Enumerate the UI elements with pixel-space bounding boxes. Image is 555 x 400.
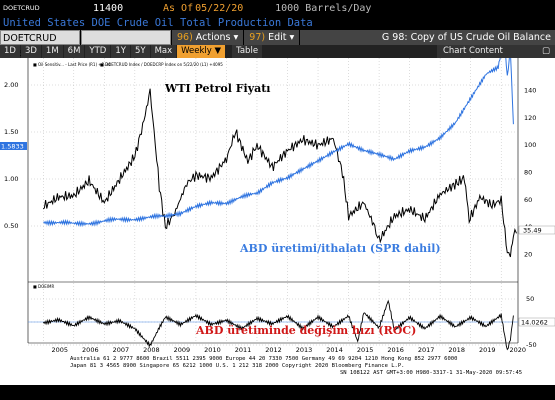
actions-label: Actions ▾ xyxy=(195,32,239,43)
toolbar: DOETCRUD Index 96) Actions ▾ 97) Edit ▾ … xyxy=(0,30,555,59)
subtitle: United States DOE Crude Oil Total Produc… xyxy=(3,17,313,29)
period-1y[interactable]: 1Y xyxy=(111,45,130,58)
roc-series-line xyxy=(42,299,514,351)
year-tick-label: 2005 xyxy=(52,346,69,354)
year-tick-label: 2010 xyxy=(204,346,221,354)
period-bar: 1D 3D 1M 6M YTD 1Y 5Y Max Weekly ▼ Table… xyxy=(0,45,555,58)
period-1d[interactable]: 1D xyxy=(0,45,20,58)
left-tick-label: 2.00 xyxy=(4,81,18,89)
year-tick-label: 2009 xyxy=(174,346,191,354)
left-tick-label: 1.50 xyxy=(4,128,18,136)
year-tick-label: 2006 xyxy=(82,346,99,354)
right-tick-label: 20 xyxy=(524,251,532,259)
footer-line-1: Australia 61 2 9777 8600 Brazil 5511 239… xyxy=(70,356,457,362)
annotation-wti: WTI Petrol Fiyatı xyxy=(164,82,270,95)
footer-line-3: SN 108122 AST GMT+3:00 H980-3317-1 31-Ma… xyxy=(340,370,522,376)
chart-svg: 2.502.001.501.000.5014012010080604020500… xyxy=(0,58,555,385)
year-tick-label: 2013 xyxy=(296,346,313,354)
edit-num: 97) xyxy=(249,32,266,43)
wti-series-line xyxy=(42,88,517,258)
roc-tick-label: -50 xyxy=(526,341,537,349)
ticker: DOETCRUD xyxy=(3,4,40,12)
index-field[interactable] xyxy=(81,30,171,45)
table-button[interactable]: Table xyxy=(232,45,263,58)
right-tick-label: 80 xyxy=(524,169,532,177)
right-tick-label: 100 xyxy=(524,141,536,149)
edit-label: Edit ▾ xyxy=(268,32,295,43)
period-max[interactable]: Max xyxy=(150,45,177,58)
year-tick-label: 2018 xyxy=(448,346,465,354)
roc-last-value: 14.0262 xyxy=(521,319,548,327)
year-tick-label: 2020 xyxy=(509,346,526,354)
left-last-value: 1.5833 xyxy=(1,143,24,151)
left-tick-label: 1.00 xyxy=(4,175,18,183)
year-tick-label: 2014 xyxy=(326,346,343,354)
year-tick-label: 2019 xyxy=(479,346,496,354)
year-tick-label: 2016 xyxy=(387,346,404,354)
footer-line-2: Japan 81 3 4565 8900 Singapore 65 6212 1… xyxy=(70,363,404,369)
security-field[interactable]: DOETCRUD Index xyxy=(0,30,80,59)
year-tick-label: 2008 xyxy=(143,346,160,354)
period-ytd[interactable]: YTD xyxy=(85,45,111,58)
right-last-value-tag xyxy=(518,225,555,235)
right-tick-label: 120 xyxy=(524,114,536,122)
roc-last-value-tag xyxy=(518,317,555,327)
actions-menu[interactable]: 96) Actions ▾ xyxy=(172,30,244,45)
legend-lower: ■ DOEIMR xyxy=(33,284,54,289)
period-1m[interactable]: 1M xyxy=(41,45,63,58)
year-tick-label: 2015 xyxy=(357,346,374,354)
units: 1000 Barrels/Day xyxy=(275,2,372,14)
period-5y[interactable]: 5Y xyxy=(130,45,150,58)
right-tick-label: 60 xyxy=(524,196,532,204)
legend-upper-right: ■ DOETCRUD Index / DOEDCRP Index on 5/22… xyxy=(100,62,223,67)
left-tick-label: 0.50 xyxy=(4,222,18,230)
header-row: DOETCRUD 11400 As Of 05/22/20 1000 Barre… xyxy=(0,0,555,16)
graph-title: G 98: Copy of US Crude Oil Balance xyxy=(300,30,555,45)
roc-tick-label: 50 xyxy=(526,295,534,303)
year-tick-label: 2007 xyxy=(113,346,130,354)
chart-toggle-icon[interactable]: ▢ xyxy=(536,45,555,58)
chart-area: 2.502.001.501.000.5014012010080604020500… xyxy=(0,58,555,385)
actions-num: 96) xyxy=(177,32,193,43)
price: 11400 xyxy=(93,2,124,14)
period-6m[interactable]: 6M xyxy=(63,45,85,58)
annotation-production: ABD üretimi/ithalatı (SPR dahil) xyxy=(239,242,441,255)
chart-content-button[interactable]: Chart Content xyxy=(436,45,537,58)
year-tick-label: 2017 xyxy=(418,346,435,354)
as-of-date: 05/22/20 xyxy=(195,2,244,14)
annotation-roc: ABD üretiminde değişim hızı (ROC) xyxy=(195,324,416,337)
year-tick-label: 2012 xyxy=(265,346,282,354)
right-last-value: 35.49 xyxy=(523,227,542,235)
right-tick-label: 140 xyxy=(524,87,536,95)
period-3d[interactable]: 3D xyxy=(20,45,41,58)
production-ratio-series-line xyxy=(43,58,514,228)
as-of-label: As Of xyxy=(163,2,194,14)
left-last-value-tag xyxy=(0,142,27,150)
edit-menu[interactable]: 97) Edit ▾ xyxy=(244,30,300,45)
legend-upper-left: ■ Oil Sensitiv... - Last Price (R1) +2.3… xyxy=(33,62,111,67)
year-tick-label: 2011 xyxy=(235,346,252,354)
frequency-select[interactable]: Weekly ▼ xyxy=(177,45,226,58)
